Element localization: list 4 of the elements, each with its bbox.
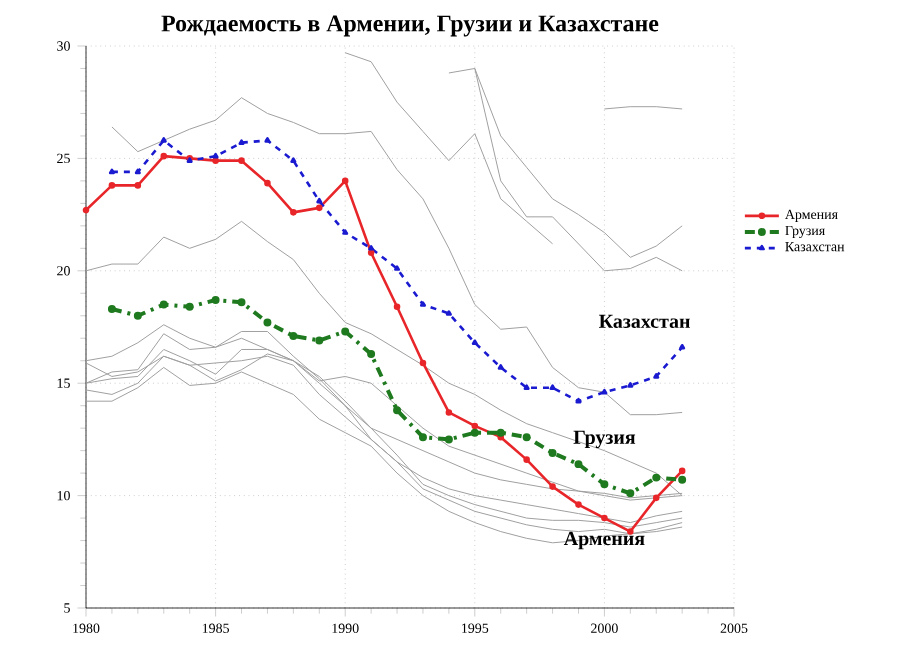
annotation: Армения (563, 531, 645, 550)
annotation: Казахстан (599, 314, 690, 328)
annotation: Грузия (573, 430, 636, 449)
chart-title: Рождаемость в Армении, Грузии и Казахстане (161, 15, 659, 37)
